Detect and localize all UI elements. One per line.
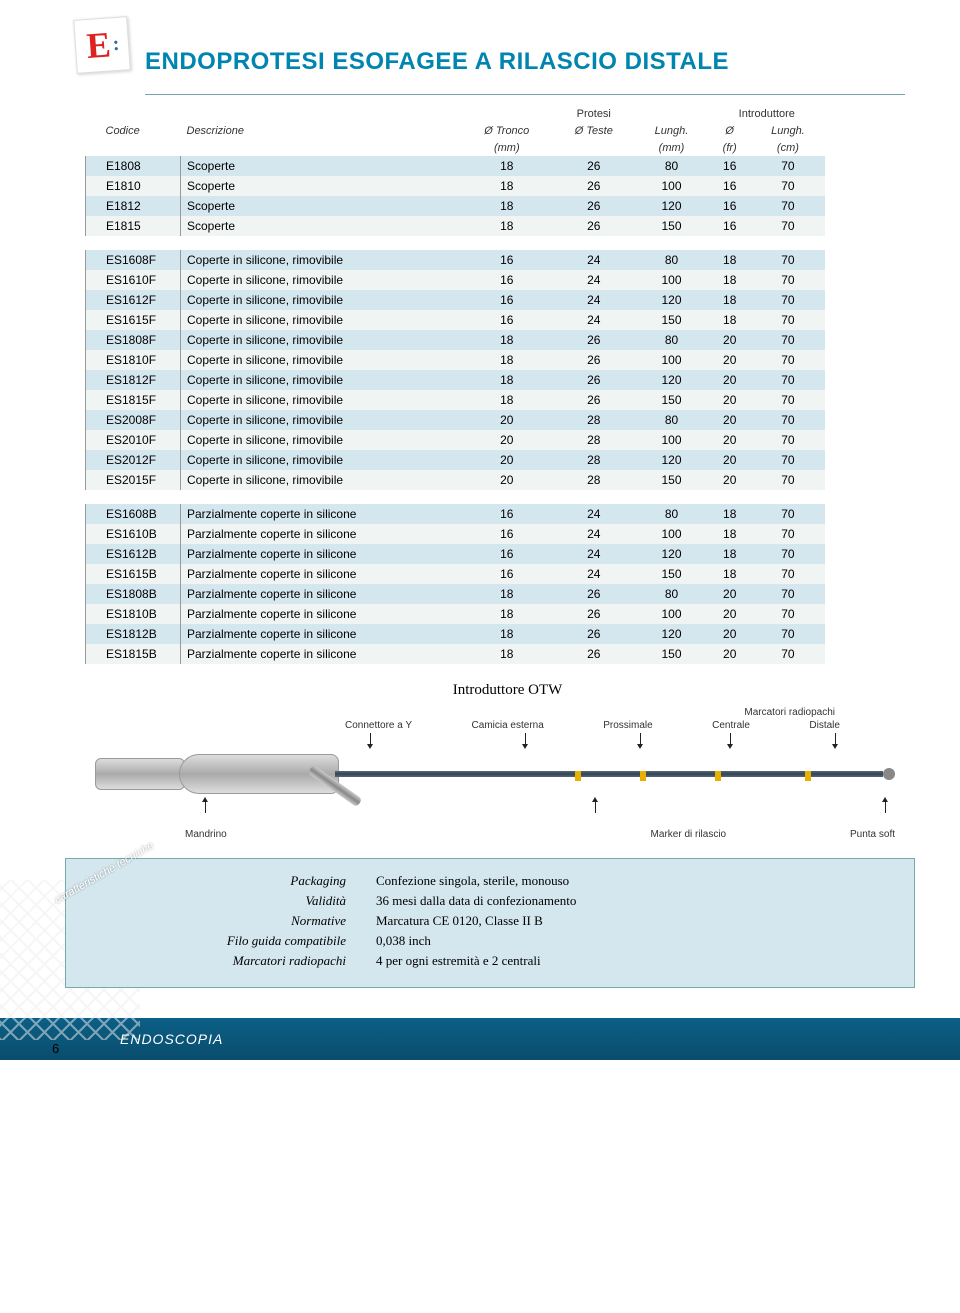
table-row: ES1610FCoperte in silicone, rimovibile16… xyxy=(86,270,826,290)
table-row: ES2012FCoperte in silicone, rimovibile20… xyxy=(86,450,826,470)
marker-icon xyxy=(805,771,811,781)
connettore-label: Connettore a Y xyxy=(345,720,412,731)
prossimale-label: Prossimale xyxy=(603,720,652,731)
table-row: ES1810FCoperte in silicone, rimovibile18… xyxy=(86,350,826,370)
th-intro: Introduttore xyxy=(709,105,825,122)
header-rule xyxy=(145,94,905,95)
device-handle xyxy=(95,758,185,790)
th-protesi: Protesi xyxy=(553,105,634,122)
table-row: ES1808BParzialmente coperte in silicone1… xyxy=(86,584,826,604)
table-row: E1815Scoperte18261501670 xyxy=(86,216,826,236)
tech-row: Marcatori radiopachi4 per ogni estremità… xyxy=(166,953,896,969)
brand-logo: E xyxy=(73,16,131,74)
th-lungh: Lungh. xyxy=(634,122,708,139)
device-shaft xyxy=(335,771,883,777)
tech-tag: caratteristiche tecniche xyxy=(53,840,156,907)
table-row: ES1608BParzialmente coperte in silicone1… xyxy=(86,504,826,524)
distale-label: Distale xyxy=(809,720,840,731)
table-row: ES1615BParzialmente coperte in silicone1… xyxy=(86,564,826,584)
th-diam: Ø xyxy=(709,122,751,139)
th-cm: (cm) xyxy=(751,139,825,156)
table-row: ES1810BParzialmente coperte in silicone1… xyxy=(86,604,826,624)
marcatori-label: Marcatori radiopachi xyxy=(95,707,895,718)
table-row: ES2010FCoperte in silicone, rimovibile20… xyxy=(86,430,826,450)
th-tronco: Ø Tronco xyxy=(461,122,554,139)
footer-text: ENDOSCOPIA xyxy=(120,1031,223,1047)
table-row: ES1815FCoperte in silicone, rimovibile18… xyxy=(86,390,826,410)
th-fr: (fr) xyxy=(709,139,751,156)
th-codice: Codice xyxy=(86,105,181,156)
table-row: ES1608FCoperte in silicone, rimovibile16… xyxy=(86,250,826,270)
device-tip xyxy=(883,768,895,780)
table-row: ES1612BParzialmente coperte in silicone1… xyxy=(86,544,826,564)
centrale-label: Centrale xyxy=(712,720,750,731)
page-number: 6 xyxy=(52,1041,59,1056)
th-lungh2: Lungh. xyxy=(751,122,825,139)
table-row: ES1808FCoperte in silicone, rimovibile18… xyxy=(86,330,826,350)
table-row: ES1615FCoperte in silicone, rimovibile16… xyxy=(86,310,826,330)
table-row: E1808Scoperte1826801670 xyxy=(86,156,826,176)
th-mm1: (mm) xyxy=(461,139,554,156)
table-row: ES1815BParzialmente coperte in silicone1… xyxy=(86,644,826,664)
table-row: ES1612FCoperte in silicone, rimovibile16… xyxy=(86,290,826,310)
marker-icon xyxy=(715,771,721,781)
marker-label: Marker di rilascio xyxy=(651,829,727,840)
table-row: ES1610BParzialmente coperte in silicone1… xyxy=(86,524,826,544)
table-row: E1812Scoperte18261201670 xyxy=(86,196,826,216)
mandrino-label: Mandrino xyxy=(185,829,227,840)
introducer-diagram: Marcatori radiopachi Connettore a Y Cami… xyxy=(95,707,895,840)
th-descr: Descrizione xyxy=(181,105,461,156)
camicia-label: Camicia esterna xyxy=(472,720,544,731)
marker-icon xyxy=(575,771,581,781)
tech-row: Validità36 mesi dalla data di confeziona… xyxy=(166,893,896,909)
punta-label: Punta soft xyxy=(850,829,895,840)
technical-characteristics: caratteristiche tecniche PackagingConfez… xyxy=(65,858,915,988)
table-row: ES2015FCoperte in silicone, rimovibile20… xyxy=(86,470,826,490)
tech-row: PackagingConfezione singola, sterile, mo… xyxy=(166,873,896,889)
table-row: E1810Scoperte18261001670 xyxy=(86,176,826,196)
th-teste: Ø Teste xyxy=(553,122,634,139)
th-mm2: (mm) xyxy=(634,139,708,156)
tech-row: NormativeMarcatura CE 0120, Classe II B xyxy=(166,913,896,929)
marker-icon xyxy=(640,771,646,781)
footer-bar: ENDOSCOPIA xyxy=(0,1018,960,1060)
table-row: ES1812FCoperte in silicone, rimovibile18… xyxy=(86,370,826,390)
table-row: ES1812BParzialmente coperte in silicone1… xyxy=(86,624,826,644)
diagram-title: Introduttore OTW xyxy=(85,682,930,699)
table-row: ES2008FCoperte in silicone, rimovibile20… xyxy=(86,410,826,430)
tech-row: Filo guida compatibile0,038 inch xyxy=(166,933,896,949)
product-table: Codice Descrizione Protesi Introduttore … xyxy=(85,105,825,664)
page-title: ENDOPROTESI ESOFAGEE A RILASCIO DISTALE xyxy=(145,48,930,76)
